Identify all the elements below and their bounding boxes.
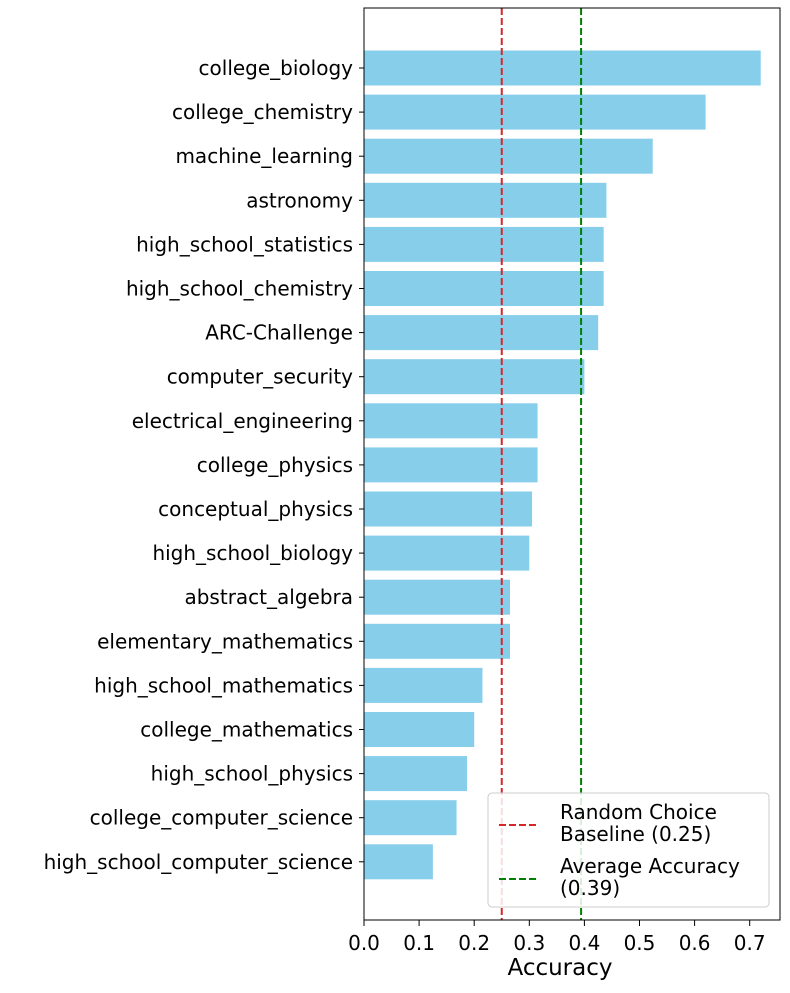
bar-high_school_statistics	[364, 226, 604, 262]
bar-college_physics	[364, 447, 538, 483]
category-label: college_computer_science	[90, 806, 353, 830]
bar-college_computer_science	[364, 800, 457, 836]
plot-frame	[363, 7, 781, 921]
category-label: high_school_physics	[151, 762, 353, 786]
category-label: astronomy	[246, 188, 353, 212]
category-label: conceptual_physics	[158, 497, 353, 521]
category-label: high_school_mathematics	[94, 673, 353, 697]
bar-astronomy	[364, 182, 607, 218]
bar-high_school_biology	[364, 535, 530, 571]
x-tick-label: 0.3	[513, 931, 545, 955]
category-label: college_biology	[199, 56, 354, 80]
reference-lines-group	[500, 8, 583, 920]
bar-high_school_mathematics	[364, 667, 483, 703]
bar-college_biology	[364, 50, 761, 86]
x-tick-label: 0.4	[568, 931, 600, 955]
x-axis-title: Accuracy	[507, 955, 612, 981]
category-label: elementary_mathematics	[97, 629, 353, 653]
bar-computer_security	[364, 359, 585, 395]
bar-conceptual_physics	[364, 491, 533, 527]
bar-high_school_physics	[364, 756, 468, 792]
bar-machine_learning	[364, 138, 653, 174]
bar-electrical_engineering	[364, 403, 538, 439]
x-tick-label: 0.6	[679, 931, 711, 955]
category-label: high_school_biology	[152, 541, 353, 565]
category-label: machine_learning	[175, 144, 353, 168]
category-label: college_chemistry	[172, 100, 353, 124]
x-tick-label: 0.5	[624, 931, 656, 955]
bar-abstract_algebra	[364, 579, 511, 615]
x-axis-ticks-group: 0.0 0.1 0.2 0.3 0.4 0.5 0.6 0.7	[348, 920, 766, 955]
legend-label-1: Average Accuracy (0.39)	[560, 854, 740, 900]
category-label: high_school_statistics	[136, 232, 353, 256]
bar-elementary_mathematics	[364, 623, 511, 659]
bars-group	[364, 50, 761, 880]
category-label: electrical_engineering	[132, 409, 353, 433]
category-labels-group: college_biology college_chemistry machine_…	[44, 56, 364, 874]
bar-high_school_chemistry	[364, 271, 604, 306]
category-label: high_school_chemistry	[126, 277, 353, 301]
category-label: college_mathematics	[140, 718, 353, 742]
x-tick-label: 0.0	[348, 931, 380, 955]
category-label: high_school_computer_science	[44, 850, 353, 874]
category-label: abstract_algebra	[184, 585, 353, 609]
bar-college_mathematics	[364, 712, 475, 747]
x-tick-label: 0.1	[403, 931, 435, 955]
x-tick-label: 0.7	[734, 931, 766, 955]
legend-box	[487, 792, 770, 908]
category-label: ARC-Challenge	[205, 321, 353, 345]
legend: Random Choice Baseline (0.25) Average Accu…	[487, 792, 770, 908]
category-label: college_physics	[197, 453, 353, 477]
bar-college_chemistry	[364, 94, 706, 130]
x-tick-label: 0.2	[458, 931, 490, 955]
bar-ARC-Challenge	[364, 315, 599, 351]
category-label: computer_security	[167, 365, 353, 389]
bar-high_school_computer_science	[364, 844, 433, 880]
legend-label-0: Random Choice Baseline (0.25)	[560, 800, 717, 846]
